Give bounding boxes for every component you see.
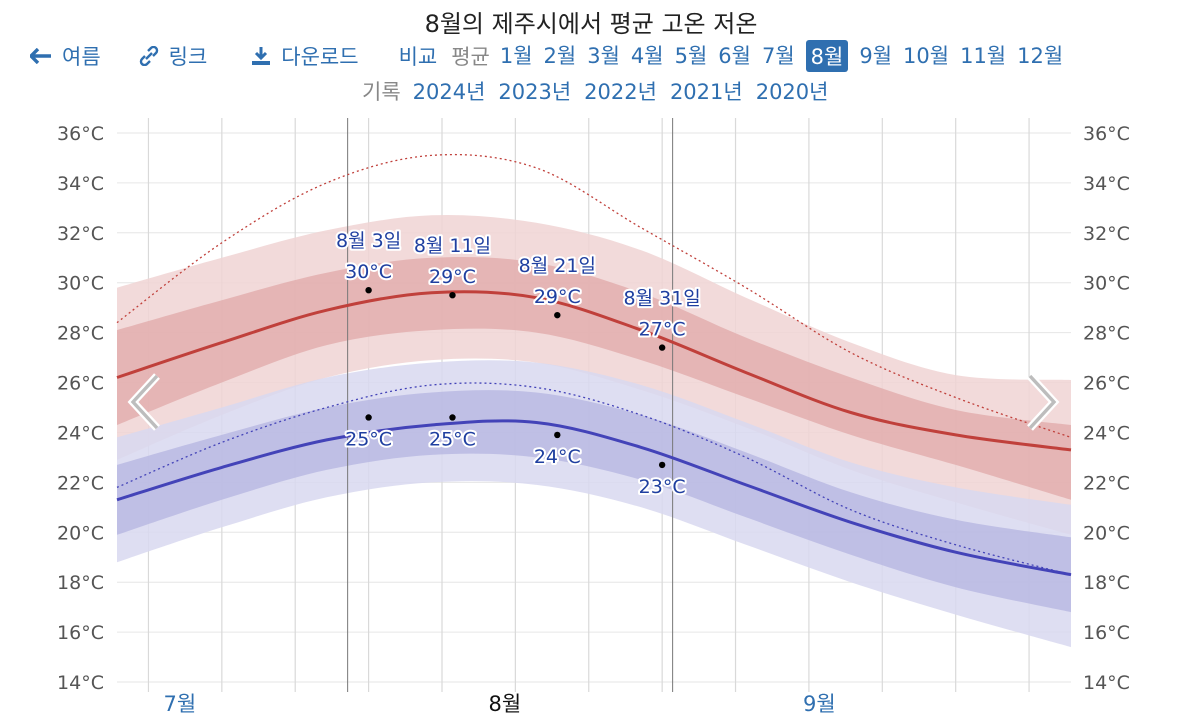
record-high-dotted-line [116, 153, 1072, 439]
y-tick-label-left: 34°C [57, 173, 104, 195]
month-link-11[interactable]: 11월 [960, 44, 1007, 68]
month-link-12[interactable]: 12월 [1017, 44, 1064, 68]
page-title: 8월의 제주시에서 평균 고온 저온 [424, 10, 758, 38]
annotation-low-label: 25°C [429, 428, 476, 450]
y-tick-label-left: 20°C [57, 522, 104, 544]
chevron-right-icon [1027, 373, 1060, 431]
high-point-marker [449, 291, 456, 299]
avg-high-line [116, 290, 1072, 452]
month-link-9[interactable]: 9월 [859, 44, 893, 68]
arrow-left-icon [30, 48, 51, 64]
annotation-low-label: 23°C [639, 476, 686, 498]
month-link-8[interactable]: 8월 [805, 40, 849, 72]
y-tick-label-left: 28°C [57, 323, 104, 345]
record-navigation: 기록 2024년 2023년 2022년 2021년 2020년 [362, 77, 841, 105]
back-label: 여름 [62, 45, 101, 69]
link-button[interactable]: 링크 [139, 41, 208, 71]
annotation-low-label: 25°C [345, 428, 392, 450]
chevron-left-icon [127, 373, 160, 431]
month-link-10[interactable]: 10월 [903, 44, 950, 68]
y-tick-label-left: 14°C [57, 672, 104, 694]
y-tick-label-right: 34°C [1083, 173, 1130, 195]
month-link-5[interactable]: 5월 [674, 44, 708, 68]
y-tick-label-right: 36°C [1083, 123, 1130, 145]
x-month-label: 8월 [489, 692, 522, 716]
download-icon [252, 47, 271, 65]
low-temp-inner-band [117, 390, 1071, 613]
y-tick-label-left: 30°C [57, 273, 104, 295]
annotation-date-label: 8월 3일 [336, 230, 401, 252]
annotation-low-label: 24°C [534, 446, 581, 468]
link-label: 링크 [168, 45, 208, 69]
year-link-4[interactable]: 2020년 [755, 80, 829, 104]
annotation-high-label: 29°C [534, 286, 581, 308]
annotation-high-label: 29°C [429, 266, 476, 288]
y-tick-label-right: 16°C [1083, 622, 1130, 644]
y-tick-label-left: 36°C [57, 123, 104, 145]
annotation-date-label: 8월 11일 [414, 235, 491, 257]
y-tick-label-left: 26°C [57, 373, 104, 395]
month-selector: 1월 2월 3월 4월 5월 6월 7월 8월 9월 10월 11월 12월 [500, 40, 1074, 72]
y-tick-label-right: 18°C [1083, 572, 1130, 594]
y-tick-label-right: 24°C [1083, 422, 1130, 444]
avg-low-line [116, 419, 1072, 577]
annotation-high-label: 27°C [639, 319, 686, 341]
next-month-arrow[interactable] [1022, 372, 1062, 432]
annotation-high-label: 30°C [345, 261, 392, 283]
y-tick-label-left: 24°C [57, 422, 104, 444]
high-point-marker [365, 287, 372, 294]
high-point-marker [554, 311, 561, 319]
annotation-date-label: 8월 31일 [624, 288, 701, 310]
link-icon [139, 46, 158, 66]
y-tick-label-right: 30°C [1083, 273, 1130, 295]
year-selector: 2024년 2023년 2022년 2021년 2020년 [413, 76, 842, 106]
month-link-3[interactable]: 3월 [587, 44, 620, 68]
low-point-marker [365, 414, 372, 421]
y-tick-label-left: 16°C [57, 622, 104, 644]
download-button[interactable]: 다운로드 [251, 41, 359, 71]
x-month-label: 9월 [803, 692, 836, 716]
back-to-summer-link[interactable]: 여름 [30, 41, 101, 71]
record-label: 기록 [362, 80, 401, 104]
year-link-3[interactable]: 2021년 [669, 80, 743, 104]
y-tick-label-right: 14°C [1083, 672, 1130, 694]
y-tick-label-right: 28°C [1083, 323, 1130, 345]
low-dotted-line [116, 382, 1072, 576]
compare-link[interactable]: 비교 [398, 45, 438, 69]
month-link-6[interactable]: 6월 [718, 44, 751, 68]
low-point-marker [554, 431, 561, 439]
download-label: 다운로드 [281, 45, 359, 69]
year-link-0[interactable]: 2024년 [412, 80, 486, 104]
y-tick-label-left: 18°C [57, 572, 104, 594]
month-link-4[interactable]: 4월 [630, 44, 664, 68]
year-link-1[interactable]: 2023년 [498, 80, 572, 104]
annotation-date-label: 8월 21일 [519, 255, 596, 277]
month-link-7[interactable]: 7월 [761, 44, 795, 68]
average-label: 평균 [451, 45, 490, 69]
y-tick-label-left: 32°C [57, 223, 104, 245]
y-tick-label-right: 22°C [1083, 472, 1130, 494]
month-link-1[interactable]: 1월 [499, 44, 533, 68]
y-tick-label-right: 32°C [1083, 223, 1130, 245]
previous-month-arrow[interactable] [125, 372, 165, 432]
y-tick-label-left: 22°C [57, 472, 104, 494]
high-temp-inner-band [117, 257, 1071, 500]
top-navigation: 여름 링크 다운로드 비교 평균 1월 2월 3월 4월 5월 6월 7월 8월 9월 10월 11… [30, 40, 1074, 72]
x-month-label: 7월 [164, 692, 197, 716]
y-tick-label-right: 20°C [1083, 522, 1130, 544]
y-tick-label-right: 26°C [1083, 373, 1130, 395]
low-point-marker [449, 414, 456, 421]
low-point-marker [658, 461, 666, 469]
year-link-2[interactable]: 2022년 [584, 80, 657, 104]
month-link-2[interactable]: 2월 [543, 44, 577, 68]
high-point-marker [658, 344, 666, 351]
